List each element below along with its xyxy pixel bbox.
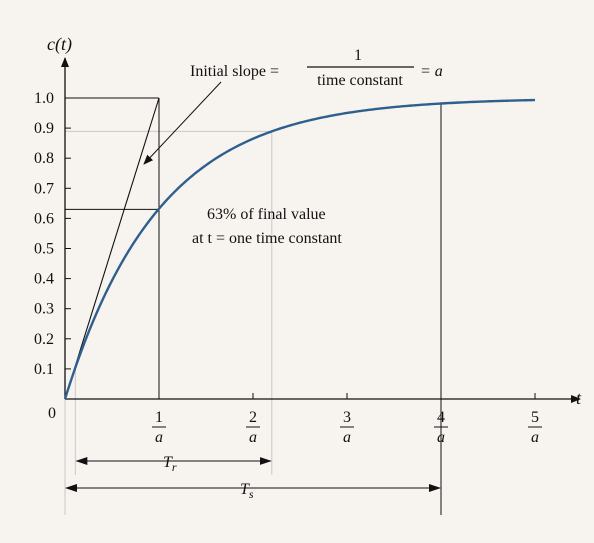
origin-label: 0 — [48, 405, 56, 422]
slope-fraction-denominator: time constant — [317, 72, 403, 89]
x-tick-denominator: a — [343, 429, 351, 446]
response-curve — [63, 98, 536, 400]
y-tick-label: 0.2 — [34, 331, 54, 348]
y-tick-label: 0.6 — [34, 210, 54, 227]
x-tick-numerator: 1 — [155, 409, 163, 426]
y-axis-label: c(t) — [47, 34, 72, 55]
settling-time-label: Ts — [240, 481, 254, 501]
x-tick-numerator: 2 — [249, 409, 257, 426]
x-axis-label: t — [576, 388, 582, 408]
pct-annotation-line2: at t = one time constant — [192, 230, 342, 247]
x-tick-numerator: 4 — [437, 409, 445, 426]
x-tick-denominator: a — [249, 429, 257, 446]
y-tick-label: 0.5 — [34, 241, 54, 258]
y-tick-label: 0.7 — [34, 180, 54, 197]
slope-pointer-arrow — [143, 81, 222, 165]
x-tick-denominator: a — [155, 429, 163, 446]
y-tick-label: 0.3 — [34, 301, 54, 318]
slope-fraction-numerator: 1 — [354, 47, 362, 64]
x-tick-numerator: 5 — [531, 409, 539, 426]
y-tick-label: 0.8 — [34, 150, 54, 167]
initial-slope-tangent — [64, 97, 160, 400]
x-tick-numerator: 3 — [343, 409, 351, 426]
slope-equals-a: = a — [420, 63, 443, 80]
y-tick-label: 0.9 — [34, 120, 54, 137]
x-tick-denominator: a — [531, 429, 539, 446]
rise-time-label: Tr — [163, 454, 177, 474]
slope-label: Initial slope = — [190, 63, 279, 80]
pct-annotation-line1: 63% of final value — [207, 206, 326, 223]
x-tick-denominator: a — [437, 429, 445, 446]
y-tick-label: 0.4 — [34, 271, 54, 288]
y-tick-label: 0.1 — [34, 361, 54, 378]
y-tick-label: 1.0 — [34, 90, 54, 107]
